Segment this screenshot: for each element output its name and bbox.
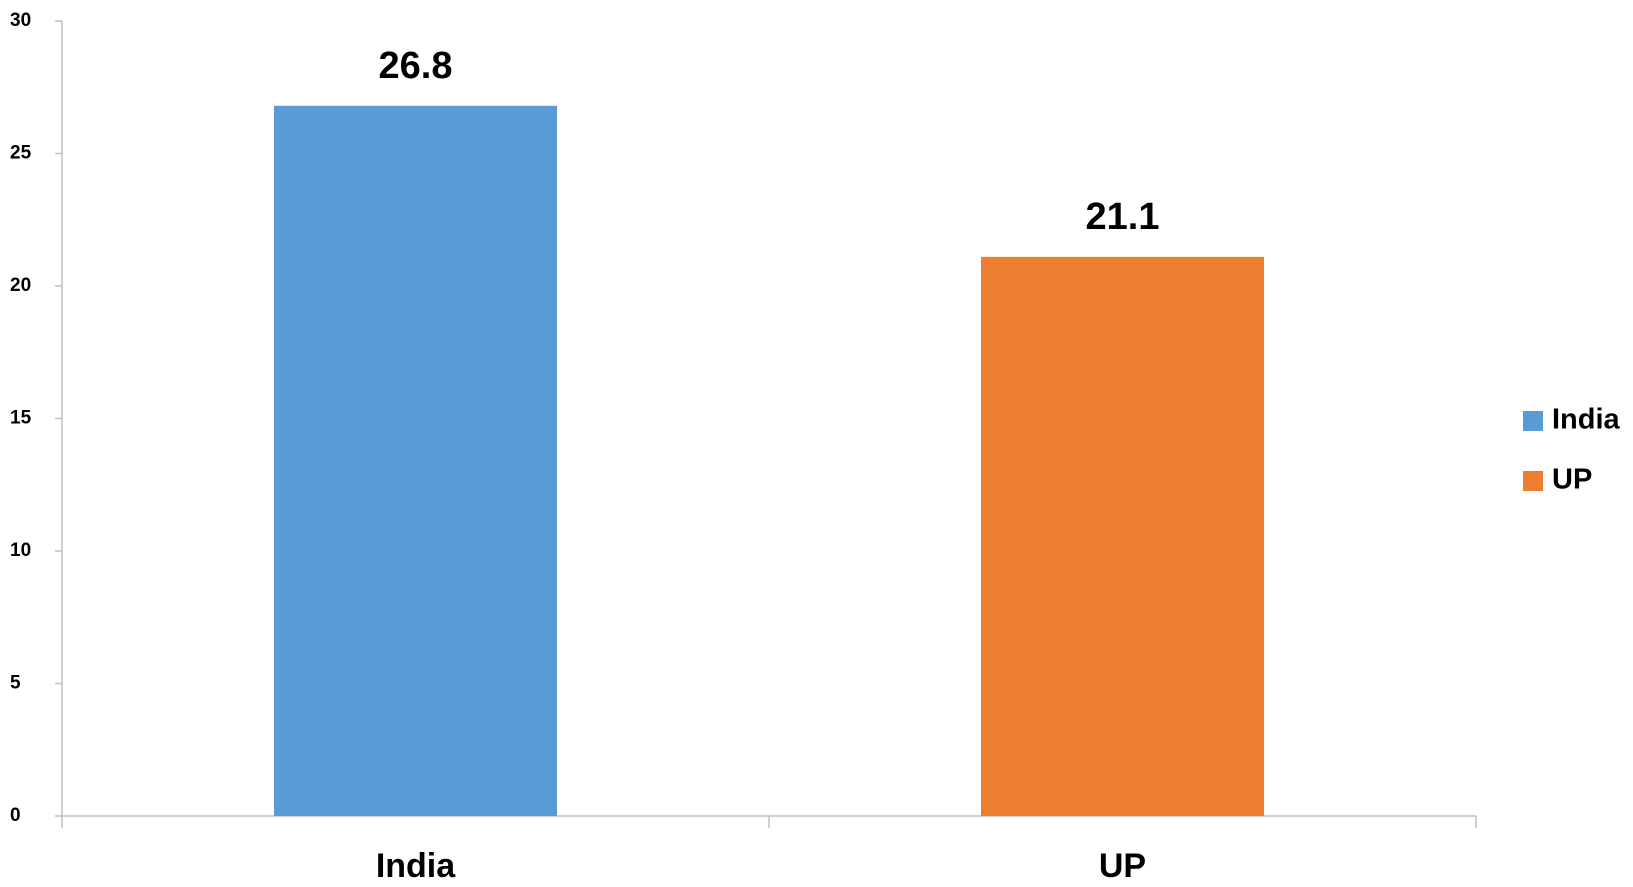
legend-label: UP [1552,464,1592,496]
y-tick-label: 30 [10,10,31,31]
value-label: 26.8 [379,45,453,87]
y-tick-label: 5 [10,673,21,694]
legend-swatch [1523,411,1543,431]
y-tick-label: 20 [10,275,31,296]
x-tick-label: India [376,847,456,885]
x-tick-label: UP [1099,847,1146,885]
y-tick-label: 15 [10,408,32,429]
bar [274,105,557,817]
y-tick-label: 0 [10,805,21,826]
bar [981,256,1264,817]
legend-swatch [1523,471,1543,491]
y-tick-label: 10 [10,540,31,561]
value-label: 21.1 [1086,196,1160,238]
y-tick-label: 25 [10,143,32,164]
legend-label: India [1552,404,1621,436]
